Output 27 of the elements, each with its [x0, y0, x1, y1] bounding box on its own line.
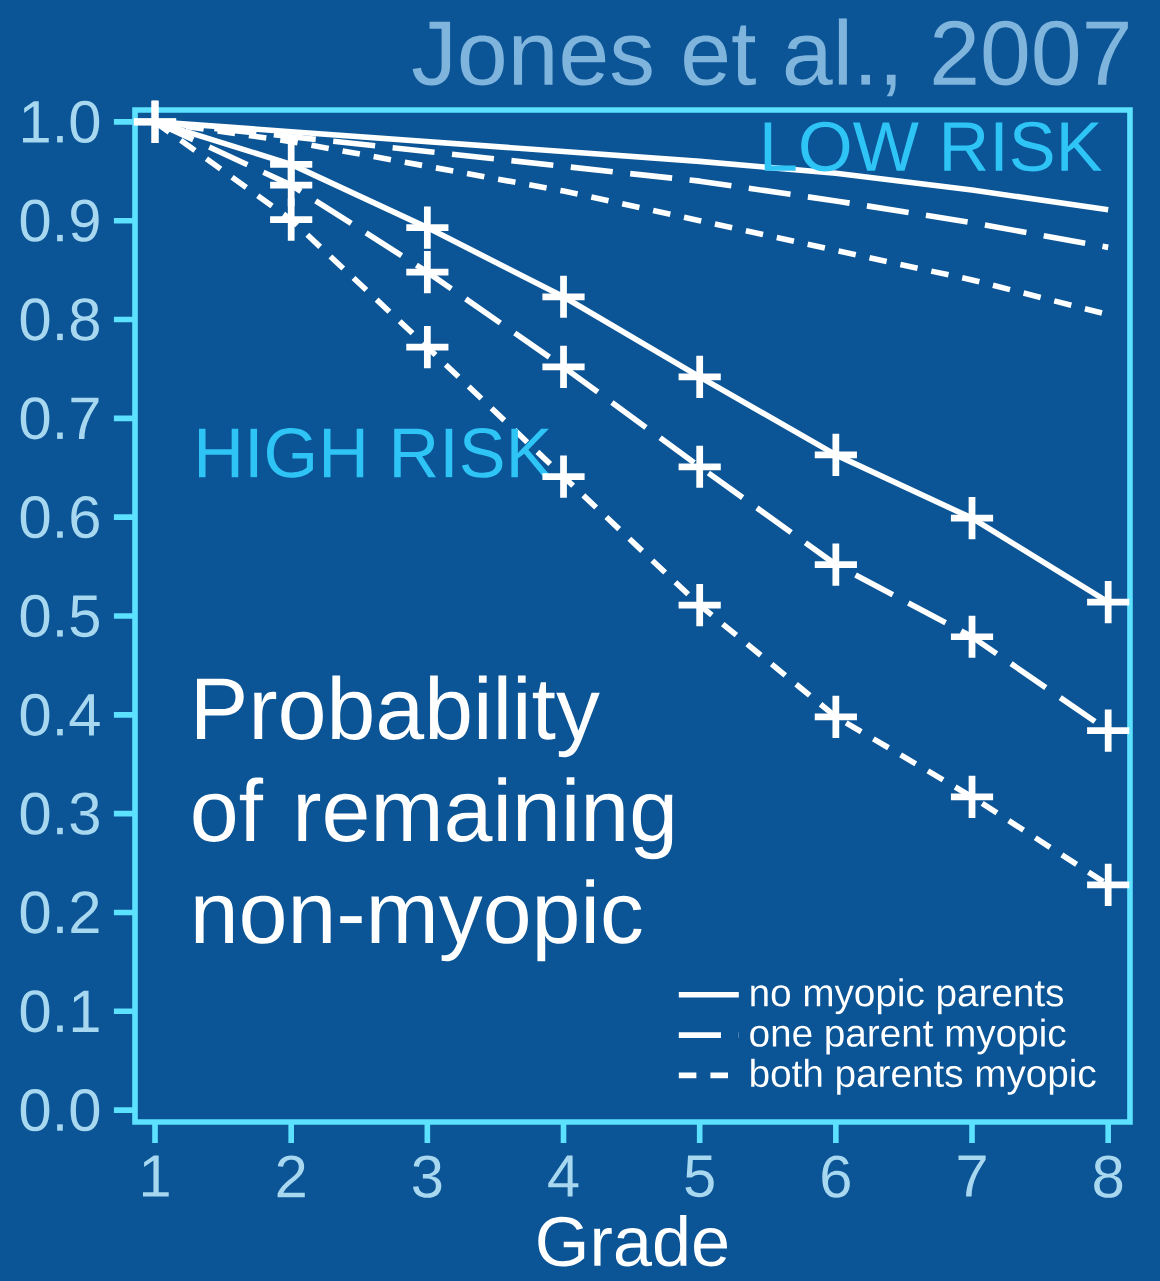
y-tick-label: 0.1	[20, 990, 99, 1033]
x-tick-label: 3	[413, 1155, 442, 1198]
y-tick-label: 1.0	[23, 100, 100, 144]
legend-label: both parents myopic	[751, 1058, 1096, 1095]
chart-title: Jones et al., 2007	[412, 18, 1128, 97]
x-tick-label: 4	[548, 1155, 579, 1197]
annotation: HIGH RISK	[199, 428, 552, 478]
annotation: LOW RISK	[764, 121, 1102, 172]
y-tick-label: 0.0	[20, 1088, 100, 1132]
x-tick-label: 1	[142, 1155, 169, 1197]
x-tick-label: 7	[958, 1155, 986, 1197]
y-tick-label: 0.9	[20, 199, 99, 242]
x-tick-label: 8	[1094, 1155, 1123, 1198]
x-axis-title: Grade	[538, 1214, 727, 1267]
y-tick-label: 0.2	[20, 891, 99, 934]
x-tick-label: 6	[822, 1155, 850, 1198]
y-tick-label: 0.4	[20, 693, 100, 736]
legend-label: one parent myopic	[750, 1018, 1066, 1055]
legend-label: no myopic parents	[751, 978, 1064, 1015]
y-tick-label: 0.3	[20, 792, 99, 835]
y-tick-label: 0.8	[20, 298, 99, 341]
y-tick-label: 0.7	[20, 397, 99, 440]
x-tick-label: 5	[685, 1155, 714, 1198]
x-tick-label: 2	[277, 1155, 305, 1198]
y-tick-label: 0.6	[20, 496, 99, 539]
y-tick-label: 0.5	[20, 594, 99, 638]
y-axis-title: Probability of remaining non-myopic	[193, 675, 673, 962]
